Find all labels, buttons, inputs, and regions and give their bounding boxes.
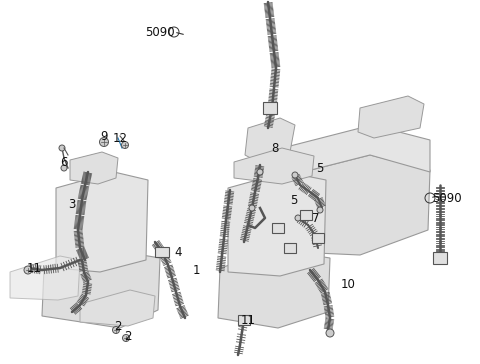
Text: 8: 8 bbox=[271, 142, 279, 154]
Text: 2: 2 bbox=[114, 320, 122, 332]
Polygon shape bbox=[228, 172, 326, 276]
Text: 5090: 5090 bbox=[432, 191, 462, 205]
Polygon shape bbox=[245, 118, 295, 162]
Text: 11: 11 bbox=[240, 313, 255, 327]
Text: 10: 10 bbox=[341, 277, 355, 290]
Text: 5: 5 bbox=[316, 162, 324, 174]
Bar bbox=[238, 315, 250, 325]
Polygon shape bbox=[250, 155, 430, 255]
Circle shape bbox=[112, 327, 120, 333]
Bar bbox=[263, 102, 277, 114]
Polygon shape bbox=[70, 152, 118, 184]
Text: 11: 11 bbox=[26, 261, 41, 274]
Circle shape bbox=[24, 266, 32, 274]
Circle shape bbox=[295, 215, 301, 221]
Text: 4: 4 bbox=[174, 245, 182, 258]
Polygon shape bbox=[218, 250, 330, 328]
Circle shape bbox=[99, 138, 108, 146]
Polygon shape bbox=[56, 172, 148, 272]
Bar bbox=[284, 243, 296, 253]
Bar bbox=[155, 247, 169, 257]
Circle shape bbox=[121, 142, 129, 149]
Polygon shape bbox=[252, 125, 430, 185]
Bar bbox=[312, 233, 324, 243]
Text: 3: 3 bbox=[68, 198, 76, 210]
Circle shape bbox=[317, 207, 323, 213]
Text: 12: 12 bbox=[112, 131, 128, 145]
Text: 7: 7 bbox=[312, 211, 320, 225]
Polygon shape bbox=[10, 256, 80, 300]
Bar bbox=[300, 210, 312, 220]
Polygon shape bbox=[358, 96, 424, 138]
Polygon shape bbox=[234, 148, 314, 184]
Bar bbox=[272, 223, 284, 233]
Circle shape bbox=[59, 145, 65, 151]
Polygon shape bbox=[42, 248, 160, 328]
Text: 6: 6 bbox=[60, 155, 68, 169]
Polygon shape bbox=[80, 290, 155, 326]
Circle shape bbox=[326, 329, 334, 337]
Text: 9: 9 bbox=[100, 130, 108, 142]
Text: 2: 2 bbox=[124, 329, 132, 343]
Text: 1: 1 bbox=[192, 264, 200, 277]
Circle shape bbox=[292, 172, 298, 178]
Circle shape bbox=[257, 169, 263, 175]
Text: 5090: 5090 bbox=[145, 25, 175, 39]
Circle shape bbox=[249, 205, 255, 211]
Circle shape bbox=[61, 165, 67, 171]
Polygon shape bbox=[230, 185, 252, 255]
Text: 5: 5 bbox=[290, 194, 298, 206]
Circle shape bbox=[122, 335, 130, 341]
Bar bbox=[433, 252, 447, 264]
